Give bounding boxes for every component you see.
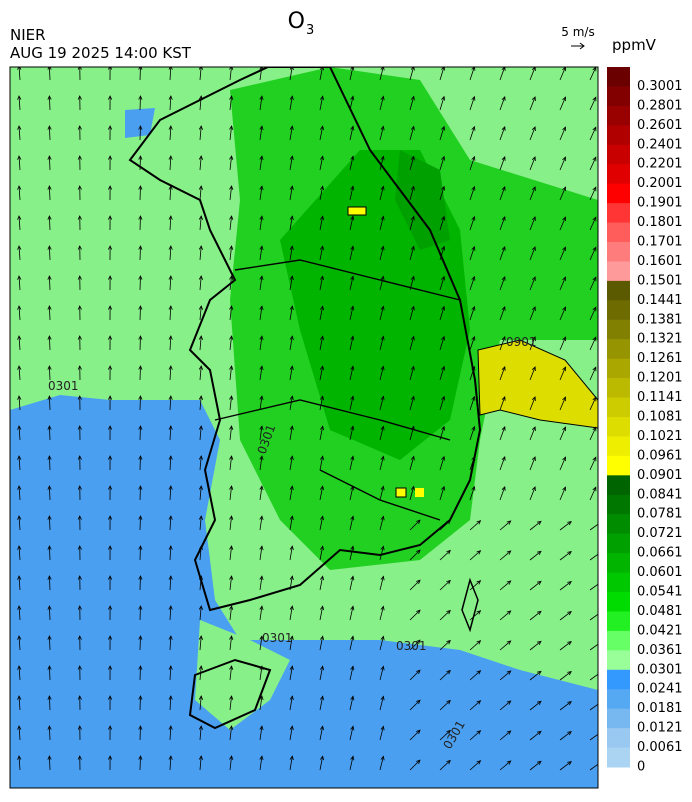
legend-label: 0.0961 [637,448,683,463]
legend-swatch [607,553,630,573]
legend-label: 0.1901 [637,196,683,211]
legend-swatch [607,573,630,593]
contour-label: 0301 [48,379,79,393]
title: O [288,9,305,34]
legend-label: 0.1141 [637,390,683,405]
legend-label: 0.0901 [637,468,683,483]
legend-swatch [607,339,630,359]
contour-label: 0301 [396,639,427,653]
legend-swatch [607,261,630,281]
legend-swatch [607,320,630,340]
legend-label: 0.2201 [637,157,683,172]
legend-label: 0.1081 [637,410,683,425]
legend-label: 0.0241 [637,682,683,697]
legend-swatch [607,475,630,495]
legend-swatch [607,359,630,379]
legend-swatch [607,281,630,301]
legend-swatch [607,242,630,262]
high-patch [396,488,406,497]
legend-label: 0.0361 [637,643,683,658]
legend-swatch [607,184,630,204]
legend-label: 0.1261 [637,351,683,366]
legend-label: 0.2801 [637,98,683,113]
legend-swatch [607,417,630,437]
wind-scale: 5 m/s [561,25,594,39]
legend-label: 0.1321 [637,332,683,347]
agency: NIER [10,26,46,44]
legend-label: 0.1441 [637,293,683,308]
legend-swatch [607,86,630,106]
legend-label: 0.1701 [637,235,683,250]
legend-swatch [607,631,630,651]
legend-swatch [607,145,630,165]
legend-label: 0.0841 [637,487,683,502]
legend-label: 0.1801 [637,215,683,230]
legend-swatch [607,436,630,456]
title-subscript: 3 [306,23,314,38]
legend-swatch [607,164,630,184]
high-patch [415,488,424,497]
legend-unit: ppmV [612,36,657,54]
legend-label: 0.0421 [637,623,683,638]
legend-label: 0.1201 [637,371,683,386]
legend-label: 0.0481 [637,604,683,619]
legend-label: 0.0781 [637,507,683,522]
legend-swatch [607,106,630,126]
legend-label: 0.2601 [637,118,683,133]
legend-label: 0.0541 [637,585,683,600]
high-patch [348,207,366,215]
legend-label: 0.0121 [637,721,683,736]
legend-swatch [607,650,630,670]
datetime: AUG 19 2025 14:00 KST [10,44,192,62]
legend-swatch [607,534,630,554]
legend-swatch [607,728,630,748]
legend-label: 0.1381 [637,312,683,327]
legend-label: 0.3001 [637,79,683,94]
legend-swatch [607,709,630,729]
legend-swatch [607,689,630,709]
legend: 0.3001 0.2801 0.2601 0.2401 0.2201 0.2001 0.19… [607,67,683,775]
legend-label: 0.0601 [637,565,683,580]
legend-swatch [607,514,630,534]
legend-label: 0.1501 [637,273,683,288]
legend-swatch [607,398,630,418]
contour-label: 0901 [506,335,537,349]
legend-label: 0.0661 [637,546,683,561]
legend-label: 0.2401 [637,137,683,152]
legend-swatch [607,611,630,631]
legend-swatch [607,67,630,87]
legend-swatch [607,203,630,223]
legend-label: 0.2001 [637,176,683,191]
field [10,66,601,788]
legend-swatch [607,125,630,145]
legend-swatch [607,748,630,768]
legend-swatch [607,456,630,476]
legend-swatch [607,300,630,320]
legend-label: 0.0301 [637,662,683,677]
legend-label: 0.1601 [637,254,683,269]
legend-swatch [607,592,630,612]
legend-swatch [607,378,630,398]
legend-label: 0 [637,760,645,775]
legend-label: 0.1021 [637,429,683,444]
legend-swatch [607,495,630,515]
legend-label: 0.0721 [637,526,683,541]
legend-swatch [607,223,630,243]
contour-label: 0301 [262,631,293,645]
map: 0301 0301 0901 0301 0301 0301 [10,66,601,788]
legend-label: 0.0181 [637,701,683,716]
legend-label: 0.0061 [637,740,683,755]
legend-swatch [607,670,630,690]
